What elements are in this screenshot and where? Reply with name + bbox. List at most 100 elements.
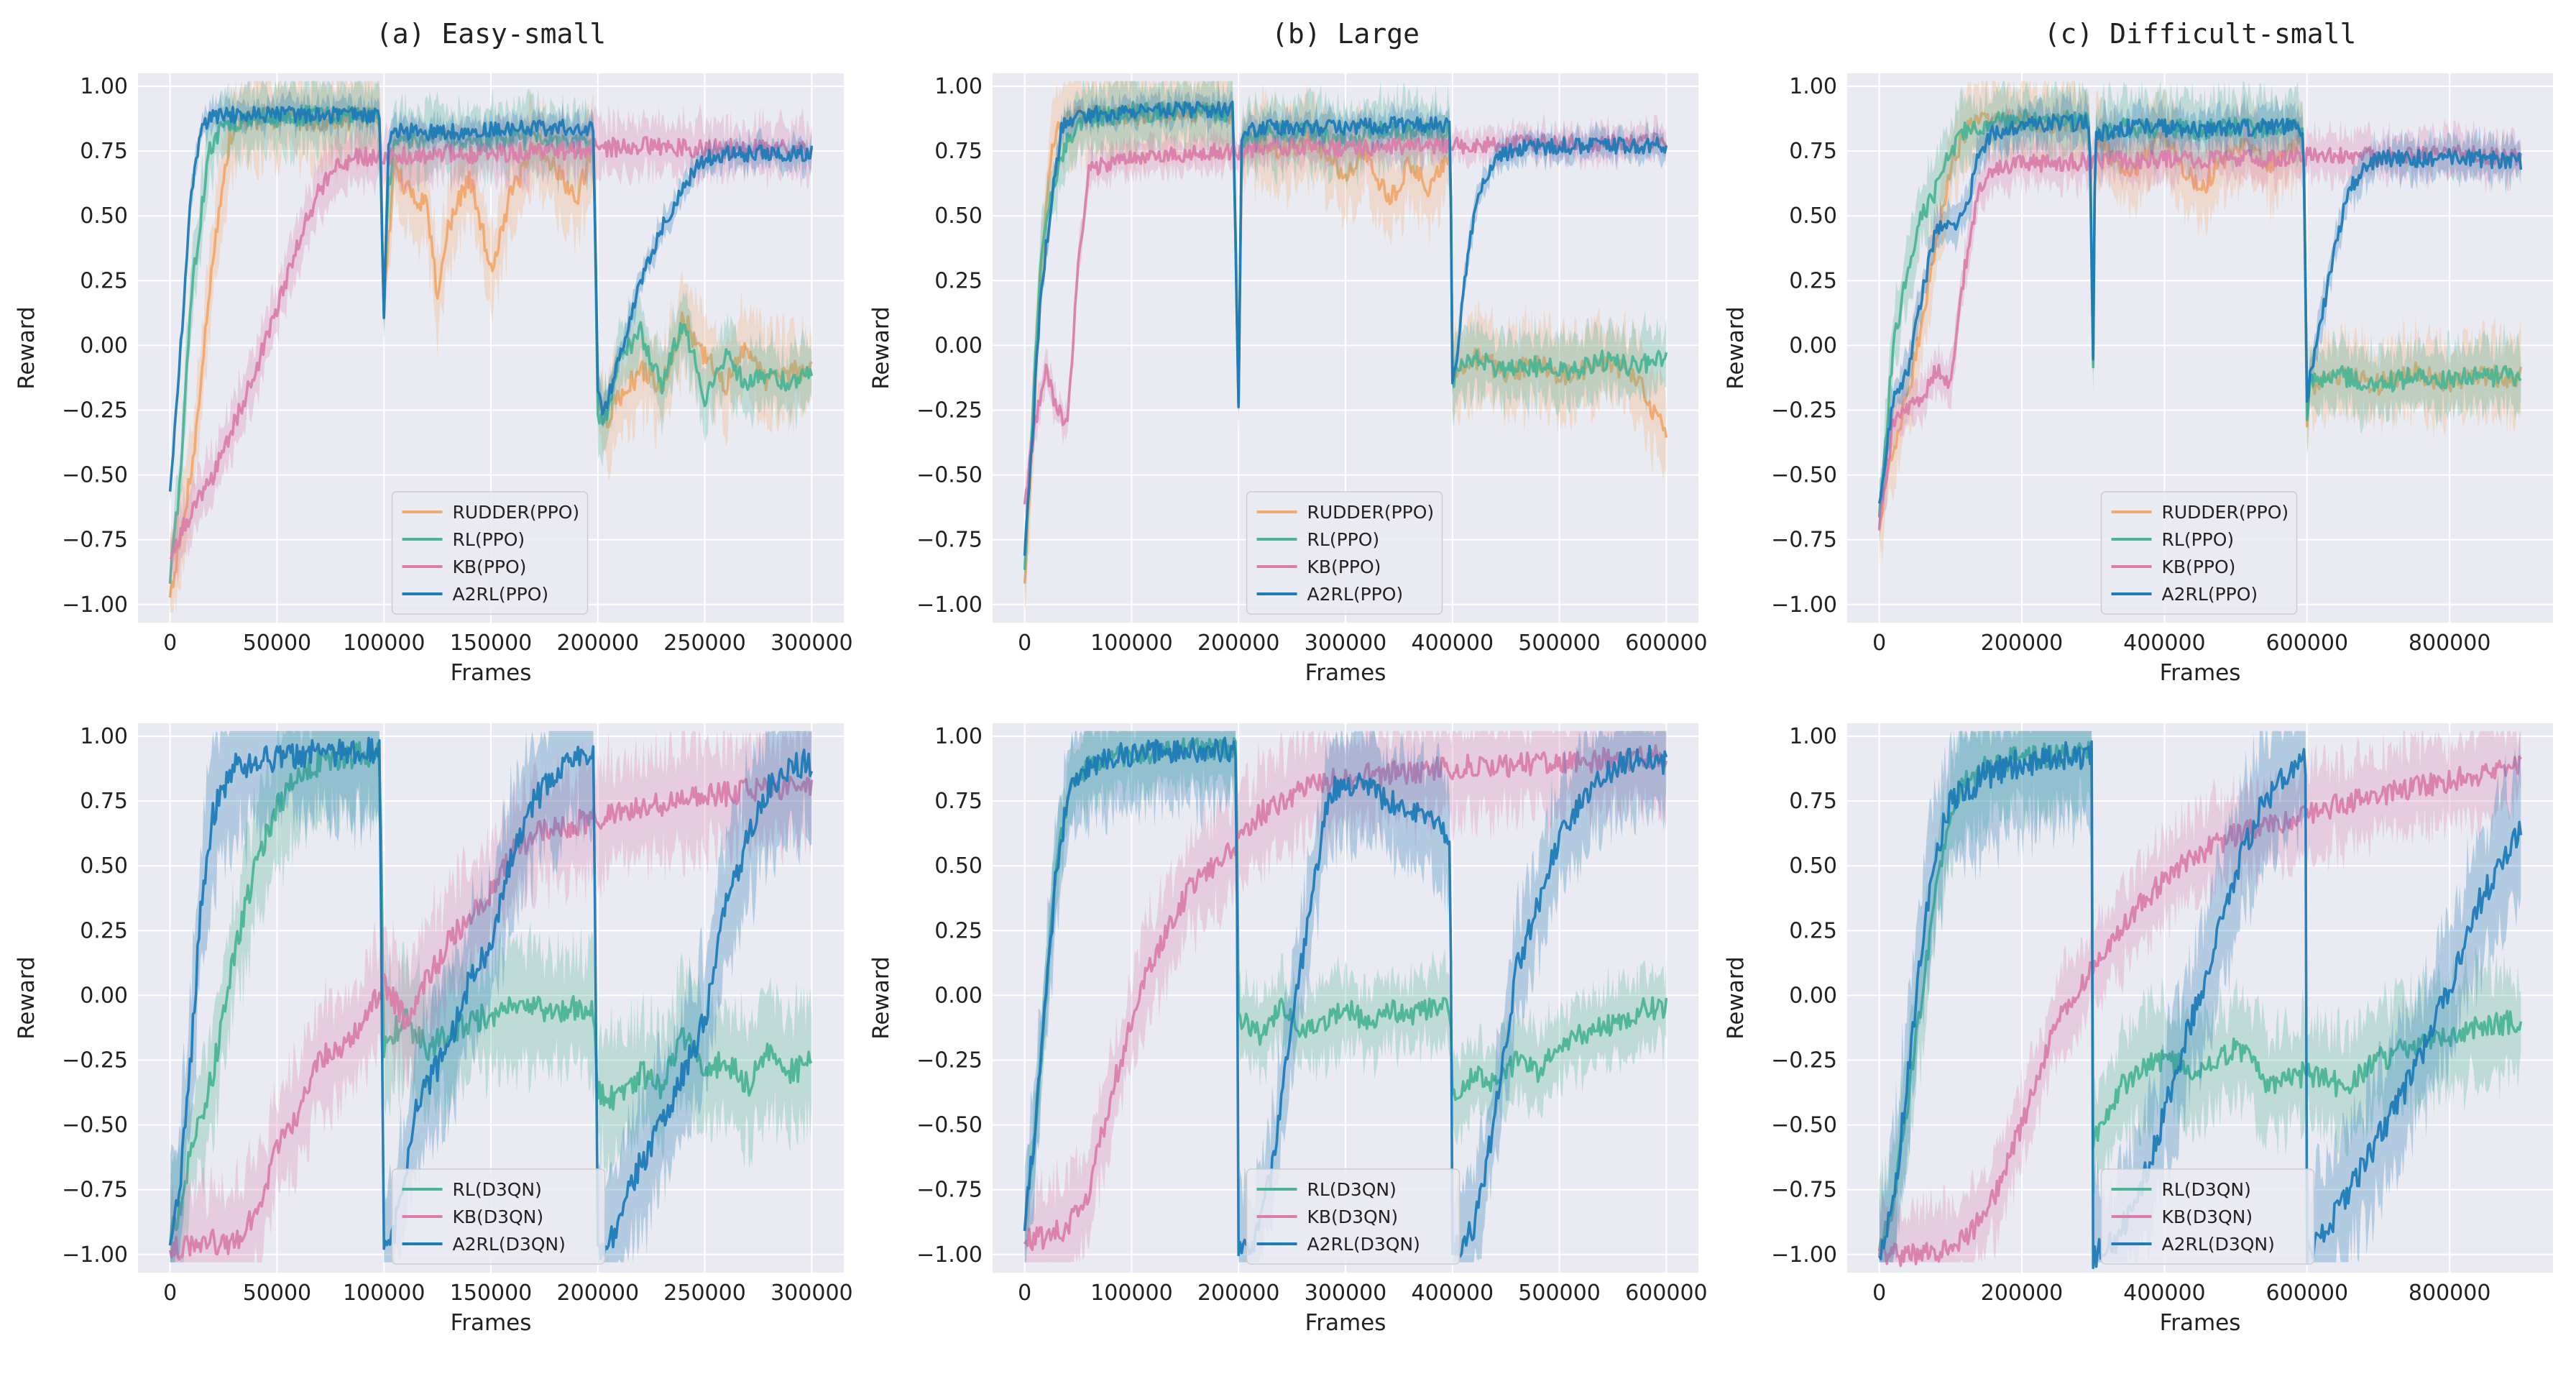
y-tick-label: −0.25 (62, 1048, 128, 1073)
x-tick-label: 400000 (1412, 1281, 1494, 1306)
y-tick-label: −0.50 (916, 463, 983, 488)
panel-d3qn-easy-small: 1.00 0.75 0.50 0.25 0.00 −0.25 −0.50 −0.75 −1.00… (14, 723, 853, 1336)
y-tick-label: 0.25 (934, 268, 983, 293)
chart-title: (b) Large (1271, 18, 1420, 50)
series-band-kb (1879, 118, 2521, 544)
series-band-a2rl (170, 730, 812, 1263)
legend-label: RL(PPO) (2162, 529, 2235, 550)
y-tick-label: −0.50 (916, 1113, 983, 1138)
x-tick-label: 0 (163, 631, 177, 656)
y-tick-label: 0.00 (934, 983, 983, 1008)
legend-frame (2100, 491, 2298, 615)
legend-label: A2RL(D3QN) (453, 1234, 566, 1255)
x-tick-label: 150000 (450, 1281, 533, 1306)
x-axis-label: Frames (2160, 1310, 2241, 1336)
y-tick-label: 0.00 (80, 983, 128, 1008)
legend-frame (391, 1168, 606, 1265)
x-tick-label: 600000 (1625, 1281, 1708, 1306)
series-line-a2rl (168, 736, 814, 1260)
legend-label: A2RL(PPO) (2162, 584, 2258, 605)
legend-label: KB(D3QN) (1307, 1206, 1399, 1227)
y-tick-label: −1.00 (916, 592, 983, 618)
series-band-rl (170, 81, 812, 613)
legend-frame (1246, 1168, 1460, 1265)
y-tick-label: −0.50 (1771, 1113, 1837, 1138)
x-tick-label: 0 (1872, 631, 1886, 656)
chart-title: (c) Difficult-small (2044, 18, 2357, 50)
y-tick-label: 0.25 (80, 918, 128, 943)
series-line-kb (1877, 755, 2522, 1268)
x-axis-label: Frames (451, 660, 532, 686)
y-tick-label: −0.75 (62, 528, 128, 553)
y-tick-label: −1.00 (62, 592, 128, 618)
legend-label: A2RL(D3QN) (2162, 1234, 2275, 1255)
x-tick-label: 300000 (1305, 631, 1387, 656)
legend: RL(D3QN) KB(D3QN) A2RL(D3QN) (391, 1168, 606, 1265)
y-tick-label: 0.75 (1789, 789, 1837, 814)
panel-ppo-difficult-small: 1.00 0.75 0.50 0.25 0.00 −0.25 −0.50 −0.75 −1.00… (1723, 18, 2553, 686)
panel-ppo-large: 1.00 0.75 0.50 0.25 0.00 −0.25 −0.50 −0.75 −1.00… (868, 18, 1708, 686)
legend-frame (2100, 1168, 2315, 1265)
legend-label: KB(PPO) (453, 557, 527, 577)
legend-frame (391, 491, 589, 615)
x-tick-label: 150000 (450, 631, 533, 656)
x-tick-label: 100000 (343, 631, 426, 656)
y-tick-label: 1.00 (934, 74, 983, 99)
series-line-a2rl (168, 105, 814, 492)
series-band-rl (170, 730, 812, 1263)
y-axis-label: Reward (14, 306, 40, 389)
y-tick-label: 0.50 (1789, 203, 1837, 229)
series-line-kb (1877, 144, 2523, 530)
y-tick-label: 1.00 (1789, 74, 1837, 99)
series-band-rl (1879, 81, 2521, 544)
y-tick-label: 0.00 (1789, 983, 1837, 1008)
x-tick-label: 800000 (2409, 631, 2491, 656)
x-tick-label: 600000 (2266, 631, 2349, 656)
y-axis-label: Reward (1723, 306, 1749, 389)
legend: RUDDER(PPO) RL(PPO) KB(PPO) A2RL(PPO) (391, 491, 589, 615)
y-tick-label: 0.75 (80, 789, 128, 814)
series-band-kb (1024, 112, 1667, 518)
y-tick-label: 0.75 (1789, 139, 1837, 164)
y-tick-label: 0.00 (80, 333, 128, 358)
x-tick-label: 400000 (2123, 1281, 2206, 1306)
x-tick-label: 200000 (1197, 631, 1280, 656)
x-axis-label: Frames (2160, 660, 2241, 686)
y-tick-label: 0.50 (934, 203, 983, 229)
y-tick-label: −1.00 (1771, 592, 1837, 618)
y-tick-label: 0.50 (1789, 853, 1837, 879)
y-tick-label: 0.25 (1789, 918, 1837, 943)
y-tick-label: 0.50 (80, 853, 128, 879)
series-band-a2rl (1024, 83, 1667, 565)
legend-label: A2RL(D3QN) (1307, 1234, 1420, 1255)
x-tick-label: 0 (1018, 1281, 1031, 1306)
series-band-rl (1024, 730, 1667, 1255)
x-tick-label: 0 (1018, 631, 1031, 656)
y-tick-label: 0.00 (934, 333, 983, 358)
y-tick-label: −1.00 (62, 1242, 128, 1268)
y-tick-label: 0.00 (1789, 333, 1837, 358)
y-axis-label: Reward (14, 956, 40, 1039)
y-tick-label: 1.00 (1789, 724, 1837, 749)
y-tick-label: 0.25 (1789, 268, 1837, 293)
x-tick-label: 300000 (1305, 1281, 1387, 1306)
y-tick-label: −0.25 (1771, 1048, 1837, 1073)
y-tick-label: 0.25 (80, 268, 128, 293)
x-tick-label: 400000 (1412, 631, 1494, 656)
legend-label: RL(D3QN) (453, 1179, 542, 1200)
legend-label: RL(PPO) (1307, 529, 1380, 550)
legend-label: A2RL(PPO) (1307, 584, 1404, 605)
x-tick-label: 200000 (557, 1281, 640, 1306)
x-tick-label: 800000 (2409, 1281, 2491, 1306)
series-line-rl (168, 104, 814, 584)
x-tick-label: 0 (163, 1281, 177, 1306)
panel-d3qn-difficult-small: 1.00 0.75 0.50 0.25 0.00 −0.25 −0.50 −0.75 −1.00… (1723, 723, 2553, 1336)
series-line-kb (1024, 744, 1668, 1251)
x-tick-label: 500000 (1518, 631, 1601, 656)
legend-label: RL(D3QN) (1307, 1179, 1397, 1200)
x-tick-label: 100000 (343, 1281, 426, 1306)
legend: RUDDER(PPO) RL(PPO) KB(PPO) A2RL(PPO) (1246, 491, 1443, 615)
series-line-rl (1877, 109, 2522, 518)
y-tick-label: −0.75 (916, 1178, 983, 1203)
y-tick-label: 0.25 (934, 918, 983, 943)
